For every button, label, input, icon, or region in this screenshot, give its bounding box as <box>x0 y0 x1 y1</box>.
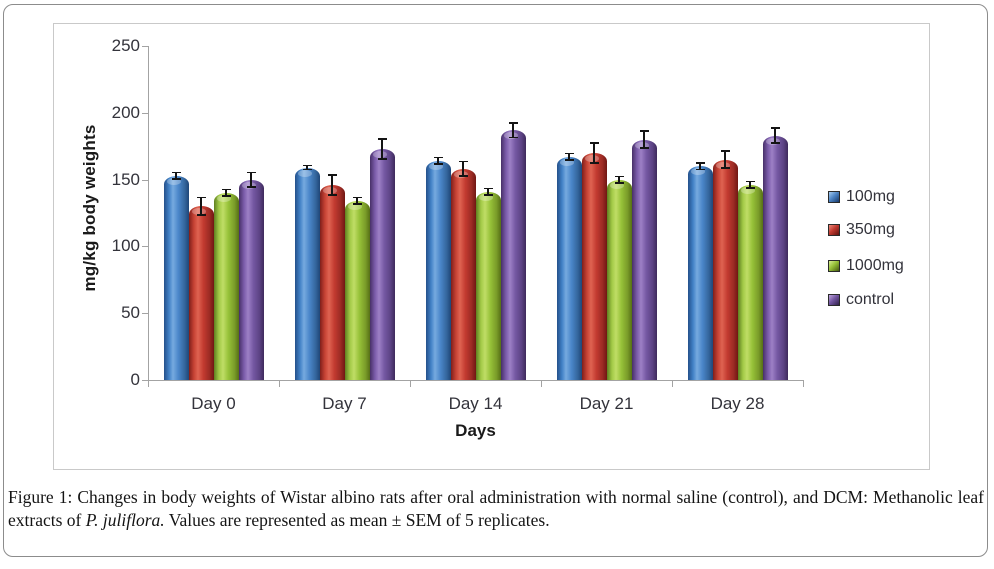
chart-plot-box <box>53 23 930 470</box>
figure-caption: Figure 1: Changes in body weights of Wis… <box>8 486 984 531</box>
caption-species-italic: P. juliflora. <box>85 509 165 530</box>
caption-text-1: Changes in body weights of Wistar albino… <box>8 487 984 530</box>
caption-figure-label: Figure 1: <box>8 487 73 507</box>
caption-text-2: Values are represented as mean ± SEM of … <box>164 509 550 530</box>
